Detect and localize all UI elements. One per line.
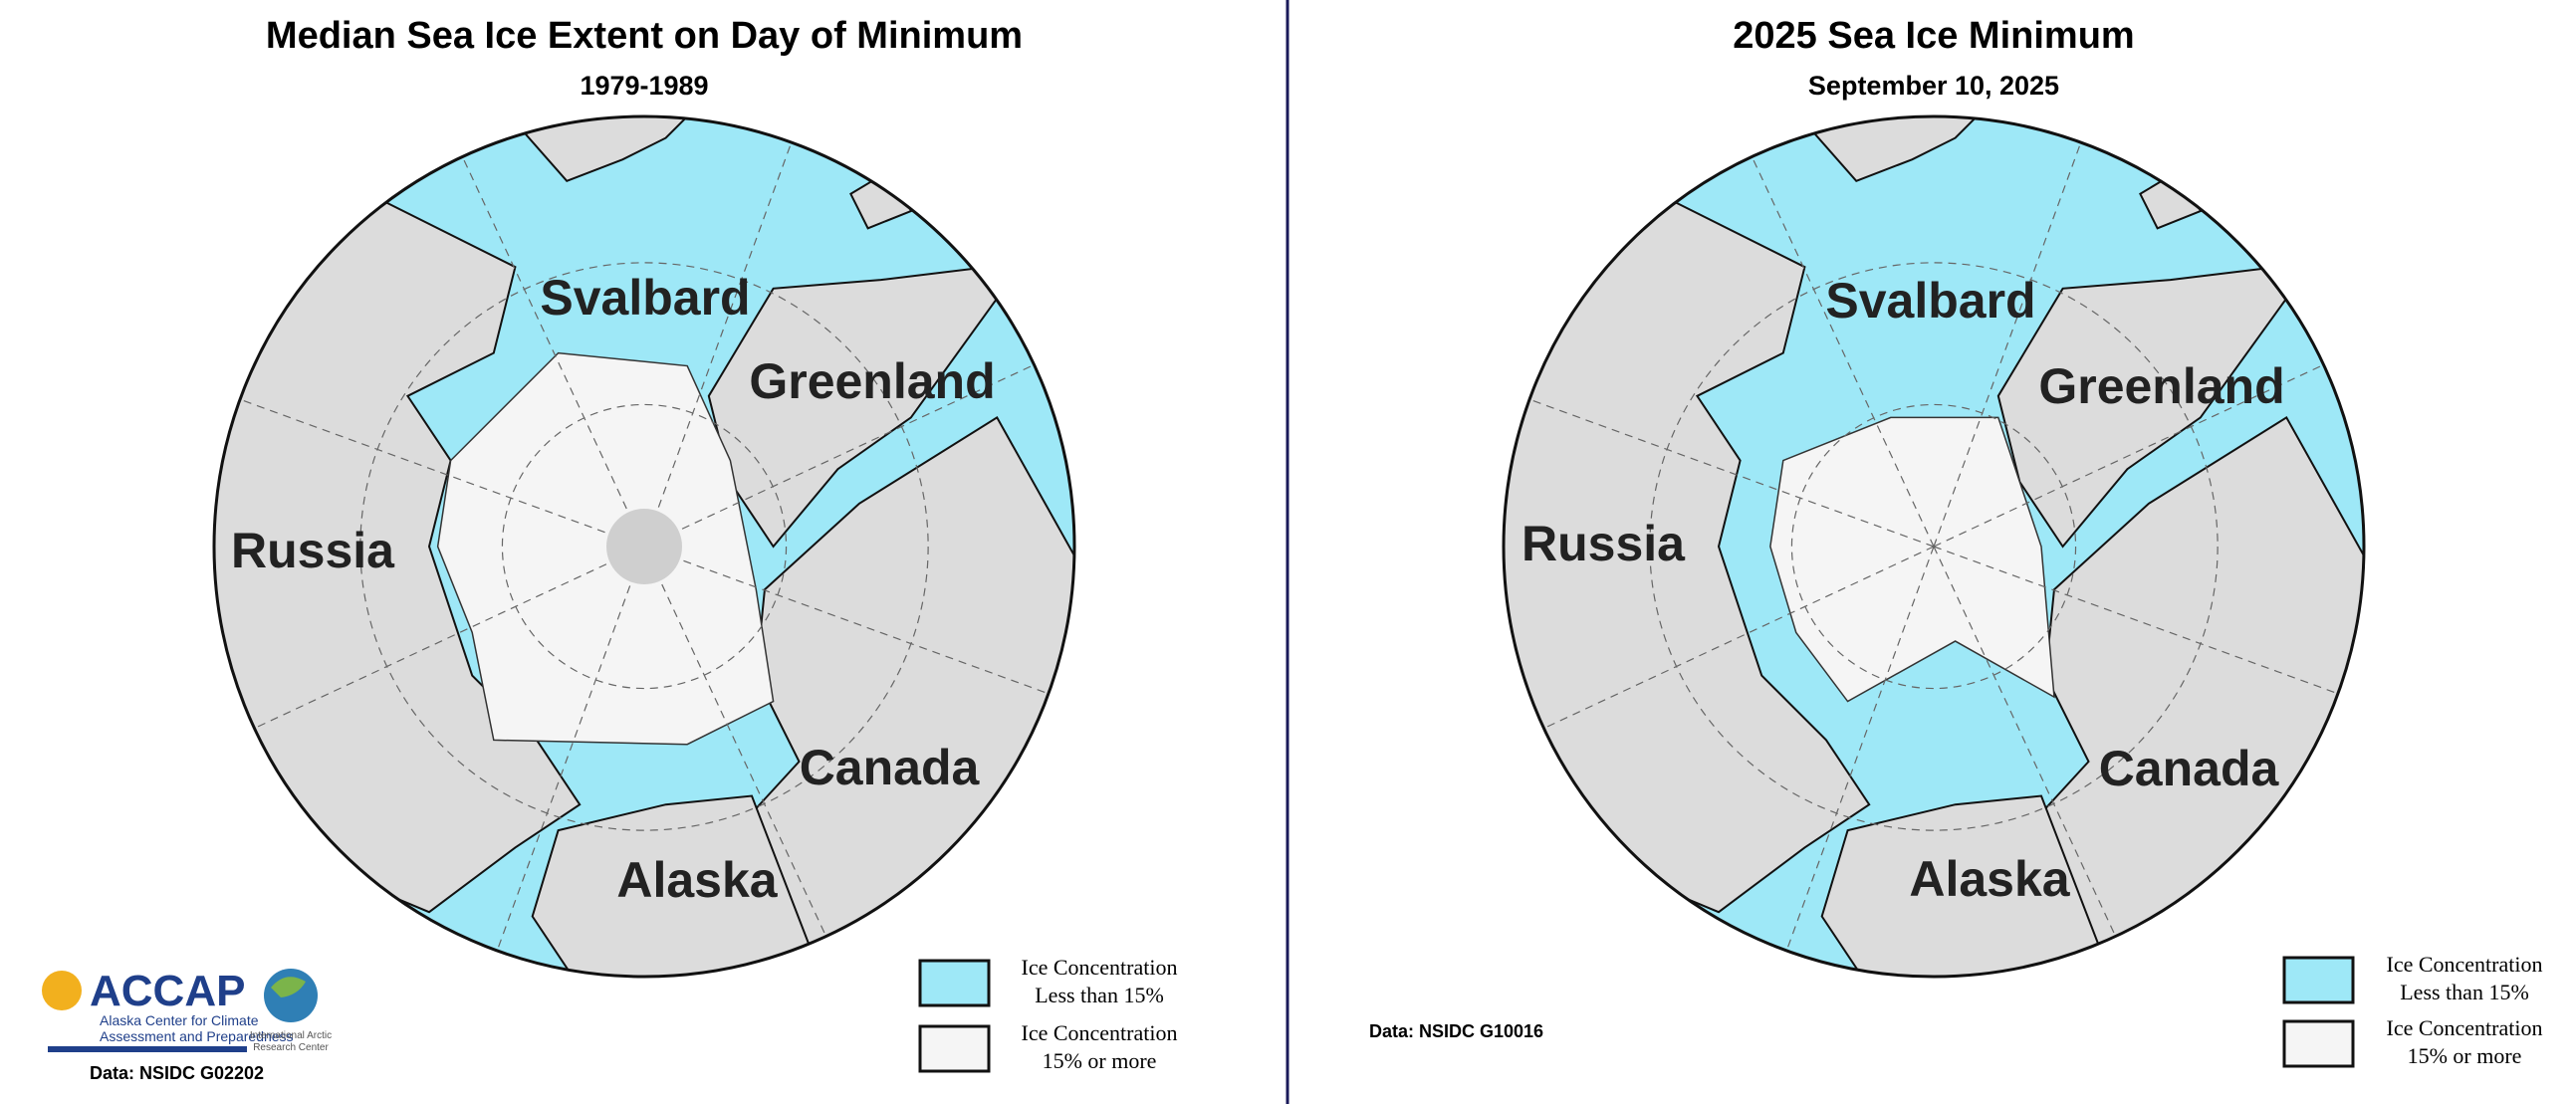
longitude-line xyxy=(1543,546,1935,730)
region-label: Alaska xyxy=(616,852,778,908)
region-label: Greenland xyxy=(2038,358,2284,414)
map xyxy=(214,116,1074,977)
legend-swatch xyxy=(918,1024,991,1073)
land xyxy=(1996,261,2315,549)
longitude-line xyxy=(1933,546,2117,937)
panel: 2025 Sea Ice Minimum September 10, 2025 Sv… xyxy=(1369,15,2543,1068)
panel-subtitle: 1979-1989 xyxy=(580,71,708,101)
map-border xyxy=(212,114,1076,979)
latitude-line xyxy=(1790,403,2077,690)
logo-text: Assessment and Preparedness xyxy=(100,1028,294,1044)
region-label: Canada xyxy=(2099,741,2280,796)
data-source: Data: NSIDC G10016 xyxy=(1369,1021,1543,1041)
longitude-line xyxy=(1933,141,2082,548)
longitude-line xyxy=(239,398,645,548)
longitude-line xyxy=(1933,546,2339,695)
map-border xyxy=(1502,114,2366,979)
logo: ACCAP Alaska Center for Climate Assessme… xyxy=(42,967,332,1053)
logo-name: ACCAP xyxy=(90,967,245,1015)
longitude-line xyxy=(461,156,645,548)
sea-ice xyxy=(436,351,775,746)
sea-ice xyxy=(1769,416,2055,703)
region-label: Svalbard xyxy=(1825,273,2035,329)
latitude-line xyxy=(501,403,788,690)
logo-text: Alaska Center for Climate xyxy=(100,1012,259,1028)
land xyxy=(707,261,1026,549)
region-label: Alaska xyxy=(1909,851,2070,907)
legend-label: 15% or more xyxy=(2408,1043,2522,1068)
panel-title: 2025 Sea Ice Minimum xyxy=(1733,15,2134,57)
panel: Median Sea Ice Extent on Day of Minimum 1… xyxy=(90,15,1178,1083)
region-label: Canada xyxy=(800,740,981,795)
longitude-line xyxy=(1933,363,2324,548)
partner-globe xyxy=(264,969,318,1022)
pole-hole xyxy=(606,509,682,584)
logo-sun xyxy=(42,971,82,1010)
longitude-line xyxy=(1528,398,1935,548)
longitude-line xyxy=(643,546,1050,695)
partner-text: Research Center xyxy=(253,1042,329,1053)
region-label: Greenland xyxy=(749,353,995,409)
legend-label: 15% or more xyxy=(1043,1048,1157,1073)
longitude-line xyxy=(496,546,645,952)
latitude-line xyxy=(359,262,929,831)
latitude-line xyxy=(1649,262,2219,831)
longitude-line xyxy=(1785,546,1935,952)
data-source: Data: NSIDC G02202 xyxy=(90,1063,264,1083)
legend-label: Ice Concentration xyxy=(2387,1015,2543,1040)
longitude-line xyxy=(1751,156,1935,548)
legend-swatch xyxy=(918,959,991,1007)
legend-swatch xyxy=(2282,956,2355,1004)
longitude-line xyxy=(254,546,645,730)
longitude-line xyxy=(643,141,793,548)
land xyxy=(469,116,733,182)
legend-label: Less than 15% xyxy=(1035,983,1164,1007)
panel-title: Median Sea Ice Extent on Day of Minimum xyxy=(266,15,1023,57)
partner-text: International Arctic xyxy=(250,1030,332,1041)
logo-bar xyxy=(48,1046,247,1052)
legend-label: Ice Concentration xyxy=(1022,1020,1178,1045)
longitude-line xyxy=(643,363,1035,548)
partner-land xyxy=(271,977,306,997)
legend-label: Ice Concentration xyxy=(1022,955,1178,980)
legend-label: Less than 15% xyxy=(2400,980,2529,1004)
legend-label: Ice Concentration xyxy=(2387,952,2543,977)
region-label: Russia xyxy=(1522,516,1686,571)
panel-subtitle: September 10, 2025 xyxy=(1808,71,2059,101)
region-label: Svalbard xyxy=(540,270,750,326)
land xyxy=(1758,116,2022,182)
longitude-line xyxy=(643,546,827,937)
region-label: Russia xyxy=(231,523,395,578)
legend-swatch xyxy=(2282,1019,2355,1068)
